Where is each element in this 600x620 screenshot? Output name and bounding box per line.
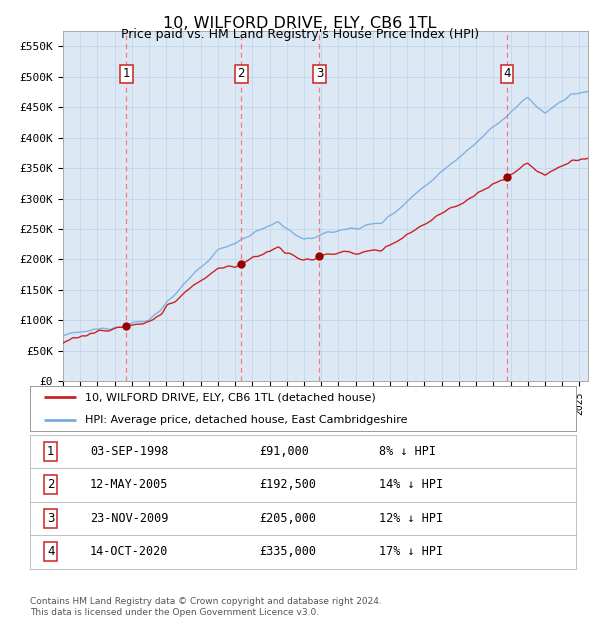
Text: 1: 1 [122,67,130,80]
Text: 10, WILFORD DRIVE, ELY, CB6 1TL (detached house): 10, WILFORD DRIVE, ELY, CB6 1TL (detache… [85,392,376,402]
Text: 2: 2 [47,479,55,491]
Text: 14-OCT-2020: 14-OCT-2020 [90,546,169,558]
Text: 14% ↓ HPI: 14% ↓ HPI [379,479,443,491]
Text: 10, WILFORD DRIVE, ELY, CB6 1TL: 10, WILFORD DRIVE, ELY, CB6 1TL [163,16,437,30]
Text: 4: 4 [47,546,55,558]
Text: 3: 3 [316,67,323,80]
Text: HPI: Average price, detached house, East Cambridgeshire: HPI: Average price, detached house, East… [85,415,407,425]
Text: Contains HM Land Registry data © Crown copyright and database right 2024.
This d: Contains HM Land Registry data © Crown c… [30,598,382,617]
Text: 17% ↓ HPI: 17% ↓ HPI [379,546,443,558]
Text: 12-MAY-2005: 12-MAY-2005 [90,479,169,491]
Text: 3: 3 [47,512,55,525]
Text: 4: 4 [503,67,511,80]
Text: 23-NOV-2009: 23-NOV-2009 [90,512,169,525]
Text: 8% ↓ HPI: 8% ↓ HPI [379,445,436,458]
Text: £205,000: £205,000 [259,512,316,525]
Text: Price paid vs. HM Land Registry's House Price Index (HPI): Price paid vs. HM Land Registry's House … [121,28,479,41]
Text: £335,000: £335,000 [259,546,316,558]
Text: 2: 2 [238,67,245,80]
Text: 12% ↓ HPI: 12% ↓ HPI [379,512,443,525]
Text: £91,000: £91,000 [259,445,309,458]
Text: £192,500: £192,500 [259,479,316,491]
Text: 03-SEP-1998: 03-SEP-1998 [90,445,169,458]
Text: 1: 1 [47,445,55,458]
